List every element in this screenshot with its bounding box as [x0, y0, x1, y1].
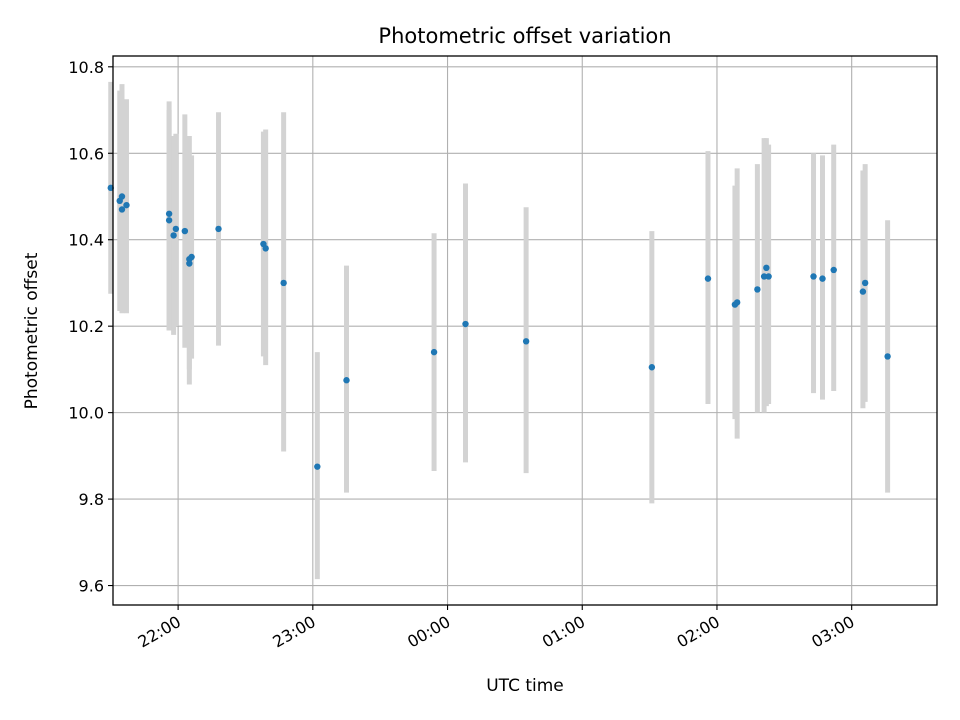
y-tick-label: 10.6 — [68, 144, 104, 163]
data-point — [188, 253, 195, 261]
plot-frame — [112, 55, 938, 606]
data-point — [733, 299, 741, 306]
data-point — [765, 273, 772, 280]
data-point — [181, 227, 189, 235]
data-point — [118, 206, 126, 213]
data-point — [462, 320, 469, 328]
y-tick-label: 10.2 — [68, 317, 104, 336]
y-tick-label: 9.6 — [79, 577, 104, 596]
data-point — [118, 193, 126, 200]
data-point — [314, 463, 321, 470]
data-points — [107, 184, 891, 470]
y-tick-label: 10.8 — [68, 58, 104, 77]
data-point — [704, 275, 712, 282]
data-point — [819, 275, 826, 282]
x-axis-label: UTC time — [486, 676, 564, 696]
data-point — [172, 225, 180, 233]
data-point — [522, 338, 530, 345]
data-point — [186, 260, 193, 267]
data-point — [861, 279, 869, 287]
data-point — [884, 353, 891, 360]
data-point — [280, 279, 287, 287]
data-point — [760, 273, 768, 280]
data-point — [215, 225, 222, 233]
chart-title: Photometric offset variation — [378, 24, 671, 48]
y-axis-ticks: 9.6 9.8 10.0 10.2 10.4 10.6 10.8 — [68, 58, 113, 596]
data-point — [810, 273, 817, 280]
data-point — [123, 201, 130, 209]
data-point — [262, 245, 269, 252]
y-axis-label: Photometric offset — [22, 252, 42, 409]
data-point — [165, 210, 173, 217]
data-point — [830, 266, 837, 274]
data-point — [859, 288, 867, 295]
data-point — [430, 348, 438, 356]
y-tick-label: 10.0 — [68, 404, 104, 423]
y-tick-label: 10.4 — [68, 231, 104, 250]
data-point — [763, 264, 770, 272]
data-point — [648, 364, 656, 371]
data-point — [343, 377, 350, 384]
data-point — [170, 232, 177, 239]
data-point — [165, 217, 173, 224]
data-point — [754, 286, 761, 293]
y-tick-label: 9.8 — [79, 490, 104, 509]
